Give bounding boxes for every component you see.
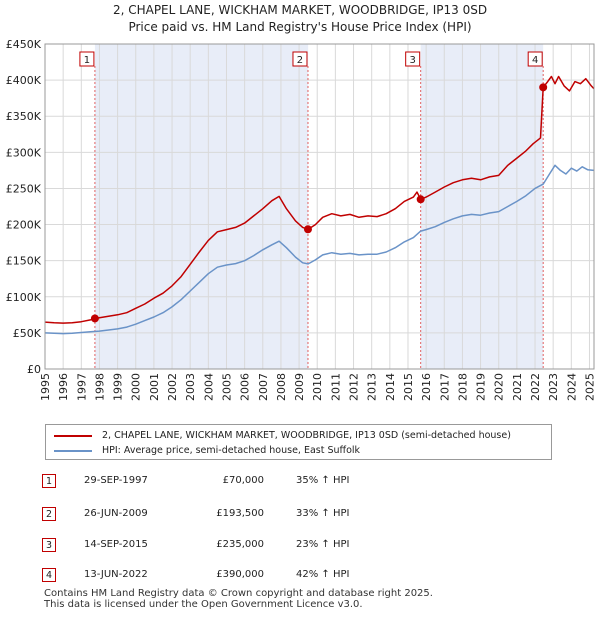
- x-tick-label: 1995: [39, 373, 52, 401]
- legend-item-property: 2, CHAPEL LANE, WICKHAM MARKET, WOODBRID…: [54, 429, 511, 443]
- x-tick-label: 2009: [293, 373, 306, 401]
- sale-hpi-change: 23% ↑ HPI: [296, 539, 350, 550]
- sale-marker-label: 1: [84, 55, 90, 66]
- y-tick-label: £0: [27, 363, 41, 376]
- sale-number-badge: 3: [42, 538, 56, 552]
- x-tick-label: 2010: [311, 373, 324, 401]
- sale-date: 29-SEP-1997: [84, 475, 148, 486]
- sale-hpi-change: 35% ↑ HPI: [296, 475, 350, 486]
- x-tick-label: 2019: [475, 373, 488, 401]
- x-tick-label: 2014: [384, 373, 397, 401]
- x-tick-label: 2017: [438, 373, 451, 401]
- sale-hpi-change: 33% ↑ HPI: [296, 508, 350, 519]
- sale-marker-box: [527, 51, 543, 67]
- x-tick-label: 2024: [565, 373, 578, 401]
- x-tick-label: 2003: [184, 373, 197, 401]
- sale-point: [416, 195, 425, 204]
- x-tick-label: 2025: [583, 373, 596, 401]
- x-tick-label: 2021: [511, 373, 524, 401]
- sale-marker-box: [405, 51, 421, 67]
- y-tick-label: £100K: [6, 291, 42, 304]
- x-tick-label: 2006: [239, 373, 252, 401]
- sale-price: £235,000: [216, 539, 264, 550]
- x-tick-label: 1996: [57, 373, 70, 401]
- sale-marker-label: 2: [297, 55, 303, 66]
- hpi-series-line: [44, 164, 595, 335]
- legend-label-hpi: HPI: Average price, semi-detached house,…: [102, 445, 361, 456]
- x-tick-label: 2002: [166, 373, 179, 401]
- sale-point: [90, 314, 99, 323]
- sale-date: 14-SEP-2015: [84, 539, 148, 550]
- y-tick-label: £300K: [6, 146, 42, 159]
- x-tick-label: 2016: [420, 373, 433, 401]
- x-tick-label: 2020: [493, 373, 506, 401]
- sale-price: £70,000: [222, 475, 264, 486]
- x-tick-label: 2012: [348, 373, 361, 401]
- sale-number-badge: 2: [42, 507, 56, 521]
- sale-marker-box: [292, 51, 308, 67]
- legend: 2, CHAPEL LANE, WICKHAM MARKET, WOODBRID…: [45, 424, 552, 460]
- sale-row: 2 26-JUN-2009 £193,500 33% ↑ HPI: [42, 507, 442, 523]
- ownership-shaded-band: [94, 44, 309, 369]
- price-chart: £0 £50K £100K £150K £200K £250K £300K £350K £400…: [6, 38, 597, 401]
- y-tick-label: £200K: [6, 219, 42, 232]
- chart-title: 2, CHAPEL LANE, WICKHAM MARKET, WOODBRID…: [112, 3, 488, 17]
- x-tick-label: 1997: [75, 373, 88, 401]
- footer-line-1: Contains HM Land Registry data © Crown c…: [44, 588, 433, 599]
- x-tick-label: 2004: [202, 373, 215, 401]
- sale-marker-label: 4: [532, 55, 538, 66]
- y-tick-label: £350K: [6, 110, 42, 123]
- chart-subtitle: Price paid vs. HM Land Registry's House …: [128, 20, 472, 34]
- footer-attribution: Contains HM Land Registry data © Crown c…: [44, 588, 433, 610]
- sale-number-badge: 4: [42, 568, 56, 582]
- sale-date: 13-JUN-2022: [84, 569, 148, 580]
- x-tick-label: 2001: [148, 373, 161, 401]
- sale-row: 3 14-SEP-2015 £235,000 23% ↑ HPI: [42, 538, 442, 554]
- sale-hpi-change: 42% ↑ HPI: [296, 569, 350, 580]
- ownership-shaded-band: [420, 44, 544, 369]
- property-series-line: [44, 75, 595, 324]
- legend-swatch-hpi: [54, 449, 92, 452]
- y-tick-label: £150K: [6, 255, 42, 268]
- y-tick-label: £250K: [6, 182, 42, 195]
- x-tick-label: 1999: [112, 373, 125, 401]
- sale-price: £390,000: [216, 569, 264, 580]
- x-tick-label: 2022: [529, 373, 542, 401]
- legend-item-hpi: HPI: Average price, semi-detached house,…: [54, 444, 360, 458]
- x-tick-label: 1998: [93, 373, 106, 401]
- x-tick-label: 2015: [402, 373, 415, 401]
- x-tick-label: 2011: [329, 373, 342, 401]
- x-tick-label: 2008: [275, 373, 288, 401]
- plot-border: [44, 43, 595, 370]
- x-tick-label: 2013: [366, 373, 379, 401]
- sale-point: [539, 83, 548, 92]
- x-tick-label: 2005: [220, 373, 233, 401]
- x-tick-label: 2000: [130, 373, 143, 401]
- sale-row: 4 13-JUN-2022 £390,000 42% ↑ HPI: [42, 568, 442, 584]
- sale-price: £193,500: [216, 508, 264, 519]
- sale-date: 26-JUN-2009: [84, 508, 148, 519]
- sale-point: [303, 225, 312, 234]
- y-tick-label: £450K: [6, 38, 42, 51]
- chart-title-block: 2, CHAPEL LANE, WICKHAM MARKET, WOODBRID…: [0, 2, 600, 36]
- legend-swatch-property: [54, 434, 92, 437]
- sale-number-badge: 1: [42, 474, 56, 488]
- y-tick-label: £50K: [13, 327, 42, 340]
- x-tick-label: 2018: [456, 373, 469, 401]
- footer-line-2: This data is licensed under the Open Gov…: [44, 599, 363, 610]
- legend-label-property: 2, CHAPEL LANE, WICKHAM MARKET, WOODBRID…: [102, 430, 511, 441]
- sale-marker-box: [79, 51, 95, 67]
- sale-marker-label: 3: [409, 55, 415, 66]
- x-tick-label: 2007: [257, 373, 270, 401]
- x-tick-label: 2023: [547, 373, 560, 401]
- y-tick-label: £400K: [6, 74, 42, 87]
- sale-row: 1 29-SEP-1997 £70,000 35% ↑ HPI: [42, 474, 442, 490]
